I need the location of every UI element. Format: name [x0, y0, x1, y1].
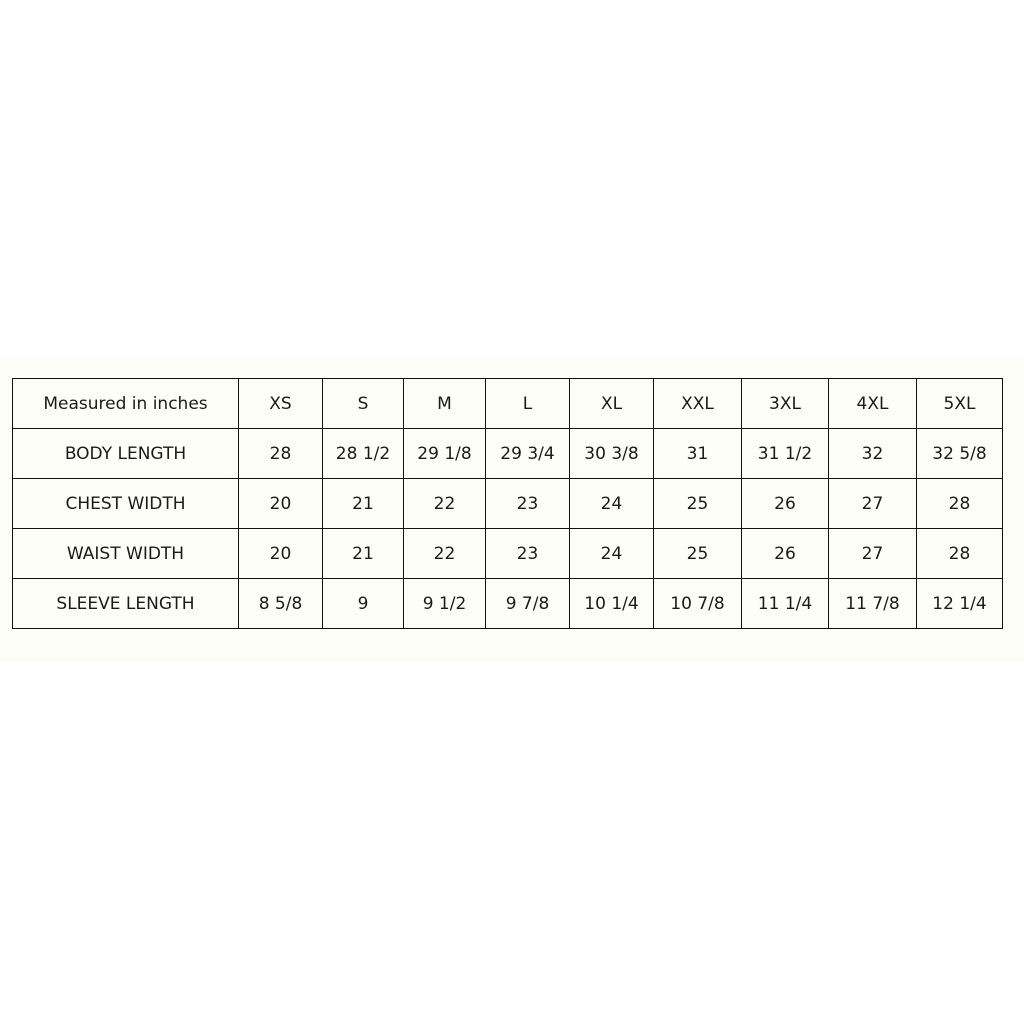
body-cell: 30 3/8: [570, 429, 654, 479]
body-cell: 12 1/4: [917, 579, 1003, 629]
body-cell: 10 1/4: [570, 579, 654, 629]
size-table: Measured in inches XS S M L XL XXL 3XL 4XL 5XL BOD…: [12, 378, 1003, 629]
body-cell: 25: [654, 479, 742, 529]
body-cell: 28: [917, 479, 1003, 529]
body-cell: 23: [486, 529, 570, 579]
body-cell: 31 1/2: [742, 429, 829, 479]
header-cell: Measured in inches: [13, 379, 239, 429]
body-cell: 11 7/8: [829, 579, 917, 629]
body-cell: 20: [239, 529, 323, 579]
header-cell: 5XL: [917, 379, 1003, 429]
row-label: CHEST WIDTH: [13, 479, 239, 529]
header-cell: 3XL: [742, 379, 829, 429]
body-cell: 24: [570, 479, 654, 529]
body-cell: 26: [742, 479, 829, 529]
row-label: WAIST WIDTH: [13, 529, 239, 579]
header-cell: 4XL: [829, 379, 917, 429]
body-cell: 32 5/8: [917, 429, 1003, 479]
body-cell: 27: [829, 529, 917, 579]
body-cell: 23: [486, 479, 570, 529]
body-cell: 21: [323, 529, 404, 579]
body-cell: 8 5/8: [239, 579, 323, 629]
header-cell: XS: [239, 379, 323, 429]
header-cell: S: [323, 379, 404, 429]
body-cell: 22: [404, 479, 486, 529]
body-cell: 9 7/8: [486, 579, 570, 629]
header-cell: L: [486, 379, 570, 429]
body-cell: 10 7/8: [654, 579, 742, 629]
body-cell: 20: [239, 479, 323, 529]
body-cell: 9: [323, 579, 404, 629]
row-label: BODY LENGTH: [13, 429, 239, 479]
body-cell: 31: [654, 429, 742, 479]
body-cell: 28: [239, 429, 323, 479]
body-cell: 26: [742, 529, 829, 579]
body-cell: 32: [829, 429, 917, 479]
body-cell: 29 1/8: [404, 429, 486, 479]
body-cell: 28: [917, 529, 1003, 579]
body-cell: 29 3/4: [486, 429, 570, 479]
body-cell: 21: [323, 479, 404, 529]
body-cell: 28 1/2: [323, 429, 404, 479]
body-cell: 27: [829, 479, 917, 529]
header-cell: XXL: [654, 379, 742, 429]
row-label: SLEEVE LENGTH: [13, 579, 239, 629]
body-cell: 9 1/2: [404, 579, 486, 629]
header-cell: XL: [570, 379, 654, 429]
body-cell: 22: [404, 529, 486, 579]
background-band: [0, 356, 1024, 662]
body-cell: 11 1/4: [742, 579, 829, 629]
header-cell: M: [404, 379, 486, 429]
body-cell: 25: [654, 529, 742, 579]
body-cell: 24: [570, 529, 654, 579]
